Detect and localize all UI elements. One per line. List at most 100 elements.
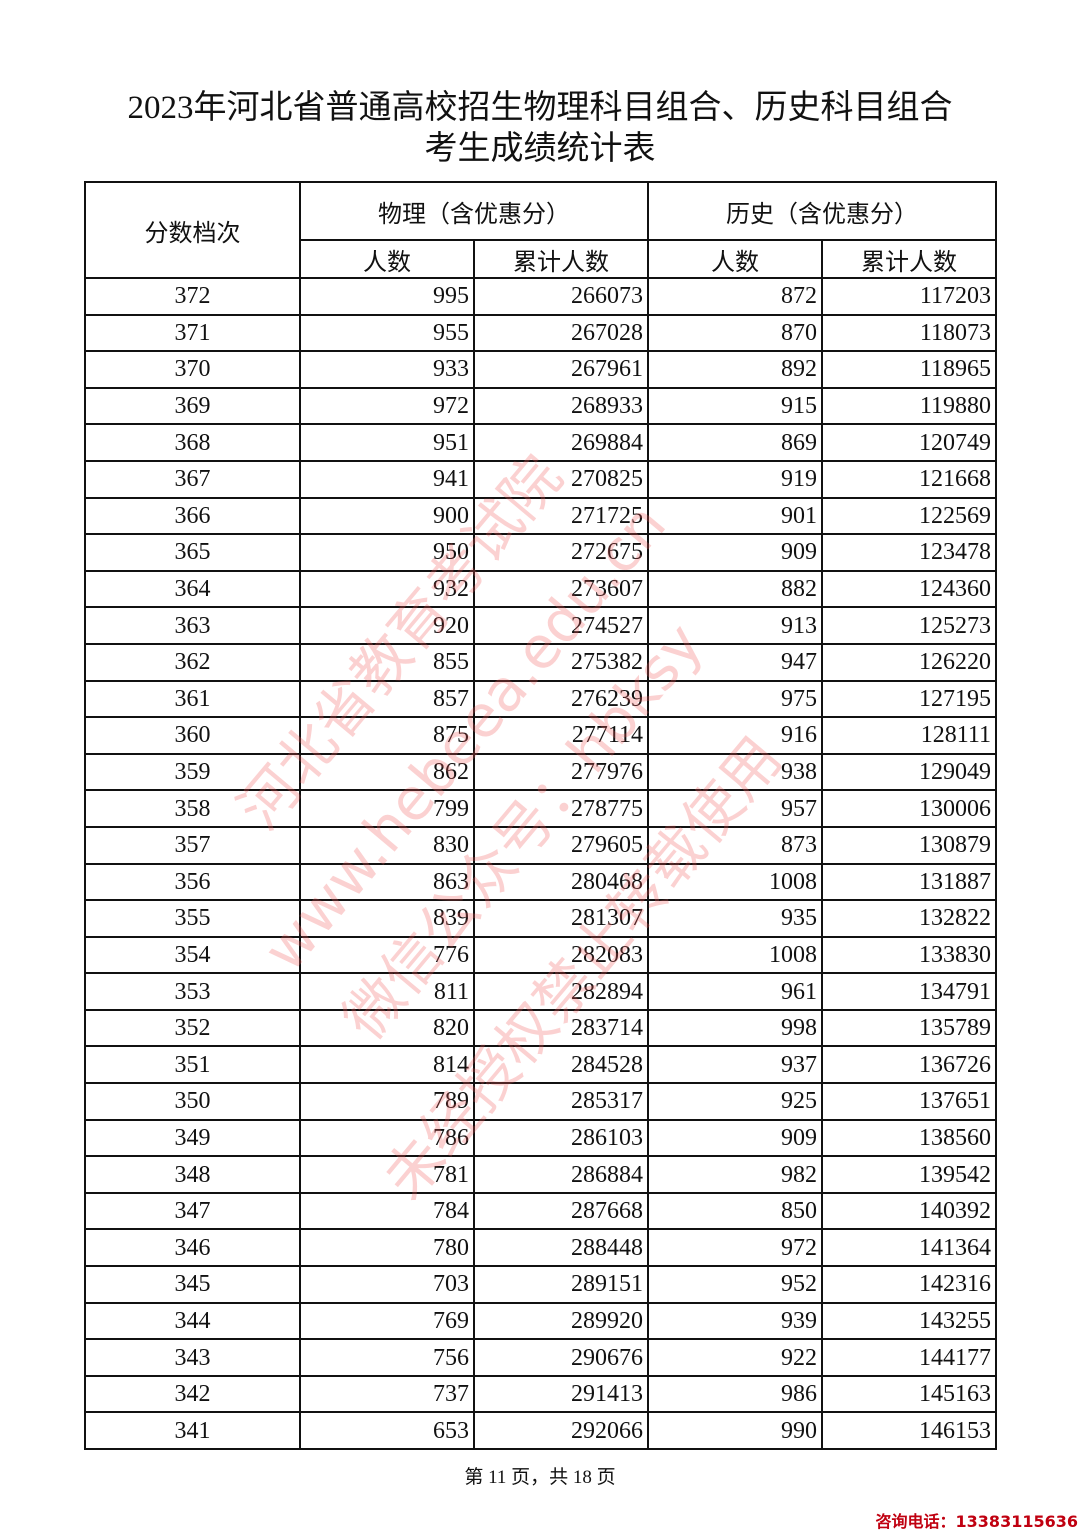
cell-physics-count: 780 <box>299 1228 475 1268</box>
cell-physics-cumulative: 269884 <box>473 423 649 462</box>
table-row: 351 814 284528 937 136726 <box>84 1045 997 1085</box>
cell-history-cumulative: 127195 <box>821 679 997 719</box>
cell-score: 343 <box>84 1338 301 1377</box>
cell-history-count: 947 <box>647 642 823 682</box>
cell-physics-cumulative: 277114 <box>473 716 649 755</box>
cell-physics-count: 789 <box>299 1082 475 1121</box>
cell-history-cumulative: 123478 <box>821 533 997 572</box>
cell-physics-cumulative: 267961 <box>473 350 649 389</box>
table-row: 353 811 282894 961 134791 <box>84 972 997 1011</box>
cell-physics-count: 950 <box>299 533 475 572</box>
cell-history-cumulative: 121668 <box>821 459 997 499</box>
cell-physics-count: 951 <box>299 423 475 462</box>
cell-physics-count: 830 <box>299 825 475 865</box>
cell-history-count: 939 <box>647 1301 823 1341</box>
table-row: 364 932 273607 882 124360 <box>84 569 997 609</box>
cell-history-cumulative: 122569 <box>821 496 997 536</box>
cell-physics-count: 737 <box>299 1374 475 1414</box>
table-row: 371 955 267028 870 118073 <box>84 313 997 353</box>
cell-history-cumulative: 117203 <box>821 277 997 316</box>
cell-physics-count: 933 <box>299 350 475 389</box>
cell-history-count: 961 <box>647 972 823 1011</box>
cell-physics-count: 776 <box>299 935 475 975</box>
cell-history-cumulative: 129049 <box>821 752 997 792</box>
cell-physics-count: 995 <box>299 277 475 316</box>
cell-score: 371 <box>84 313 301 353</box>
cell-physics-count: 972 <box>299 386 475 426</box>
cell-score: 347 <box>84 1191 301 1231</box>
cell-physics-count: 799 <box>299 789 475 828</box>
cell-history-cumulative: 128111 <box>821 716 997 755</box>
table-row: 344 769 289920 939 143255 <box>84 1301 997 1341</box>
cell-physics-cumulative: 290676 <box>473 1338 649 1377</box>
cell-history-cumulative: 139542 <box>821 1155 997 1194</box>
cell-history-count: 850 <box>647 1191 823 1231</box>
cell-score: 364 <box>84 569 301 609</box>
header-physics-cumulative: 累计人数 <box>473 239 649 279</box>
cell-history-count: 869 <box>647 423 823 462</box>
cell-physics-count: 932 <box>299 569 475 609</box>
cell-physics-cumulative: 292066 <box>473 1411 649 1450</box>
cell-score: 356 <box>84 862 301 902</box>
cell-physics-cumulative: 276239 <box>473 679 649 719</box>
cell-history-count: 986 <box>647 1374 823 1414</box>
cell-physics-count: 900 <box>299 496 475 536</box>
cell-history-count: 957 <box>647 789 823 828</box>
cell-physics-count: 941 <box>299 459 475 499</box>
cell-history-count: 938 <box>647 752 823 792</box>
table-row: 347 784 287668 850 140392 <box>84 1191 997 1231</box>
table-row: 368 951 269884 869 120749 <box>84 423 997 462</box>
cell-score: 368 <box>84 423 301 462</box>
cell-physics-cumulative: 288448 <box>473 1228 649 1268</box>
cell-physics-cumulative: 289920 <box>473 1301 649 1341</box>
cell-history-cumulative: 140392 <box>821 1191 997 1231</box>
cell-score: 361 <box>84 679 301 719</box>
cell-history-count: 909 <box>647 533 823 572</box>
cell-history-count: 990 <box>647 1411 823 1450</box>
table-row: 356 863 280468 1008 131887 <box>84 862 997 902</box>
cell-physics-cumulative: 278775 <box>473 789 649 828</box>
cell-physics-count: 769 <box>299 1301 475 1341</box>
cell-history-cumulative: 124360 <box>821 569 997 609</box>
table-row: 343 756 290676 922 144177 <box>84 1338 997 1377</box>
cell-score: 360 <box>84 716 301 755</box>
cell-history-cumulative: 145163 <box>821 1374 997 1414</box>
cell-history-count: 937 <box>647 1045 823 1085</box>
table-row: 348 781 286884 982 139542 <box>84 1155 997 1194</box>
cell-physics-count: 781 <box>299 1155 475 1194</box>
table-row: 341 653 292066 990 146153 <box>84 1411 997 1450</box>
cell-score: 354 <box>84 935 301 975</box>
cell-history-cumulative: 125273 <box>821 606 997 645</box>
cell-score: 372 <box>84 277 301 316</box>
cell-physics-cumulative: 267028 <box>473 313 649 353</box>
cell-history-count: 882 <box>647 569 823 609</box>
cell-score: 341 <box>84 1411 301 1450</box>
cell-history-cumulative: 146153 <box>821 1411 997 1450</box>
cell-score: 355 <box>84 899 301 938</box>
page-number: 第 11 页，共 18 页 <box>464 1467 616 1488</box>
cell-physics-count: 703 <box>299 1265 475 1304</box>
cell-physics-cumulative: 266073 <box>473 277 649 316</box>
cell-history-cumulative: 130879 <box>821 825 997 865</box>
cell-history-cumulative: 137651 <box>821 1082 997 1121</box>
cell-score: 358 <box>84 789 301 828</box>
cell-physics-cumulative: 284528 <box>473 1045 649 1085</box>
table-row: 355 839 281307 935 132822 <box>84 899 997 938</box>
cell-history-count: 901 <box>647 496 823 536</box>
cell-history-cumulative: 120749 <box>821 423 997 462</box>
cell-physics-count: 920 <box>299 606 475 645</box>
cell-history-cumulative: 142316 <box>821 1265 997 1304</box>
cell-history-cumulative: 144177 <box>821 1338 997 1377</box>
cell-history-count: 925 <box>647 1082 823 1121</box>
cell-history-cumulative: 138560 <box>821 1118 997 1158</box>
table-row: 369 972 268933 915 119880 <box>84 386 997 426</box>
cell-physics-count: 756 <box>299 1338 475 1377</box>
table-row: 358 799 278775 957 130006 <box>84 789 997 828</box>
cell-physics-cumulative: 282083 <box>473 935 649 975</box>
cell-physics-count: 814 <box>299 1045 475 1085</box>
cell-score: 344 <box>84 1301 301 1341</box>
cell-physics-count: 653 <box>299 1411 475 1450</box>
cell-history-count: 870 <box>647 313 823 353</box>
cell-score: 351 <box>84 1045 301 1085</box>
cell-score: 366 <box>84 496 301 536</box>
